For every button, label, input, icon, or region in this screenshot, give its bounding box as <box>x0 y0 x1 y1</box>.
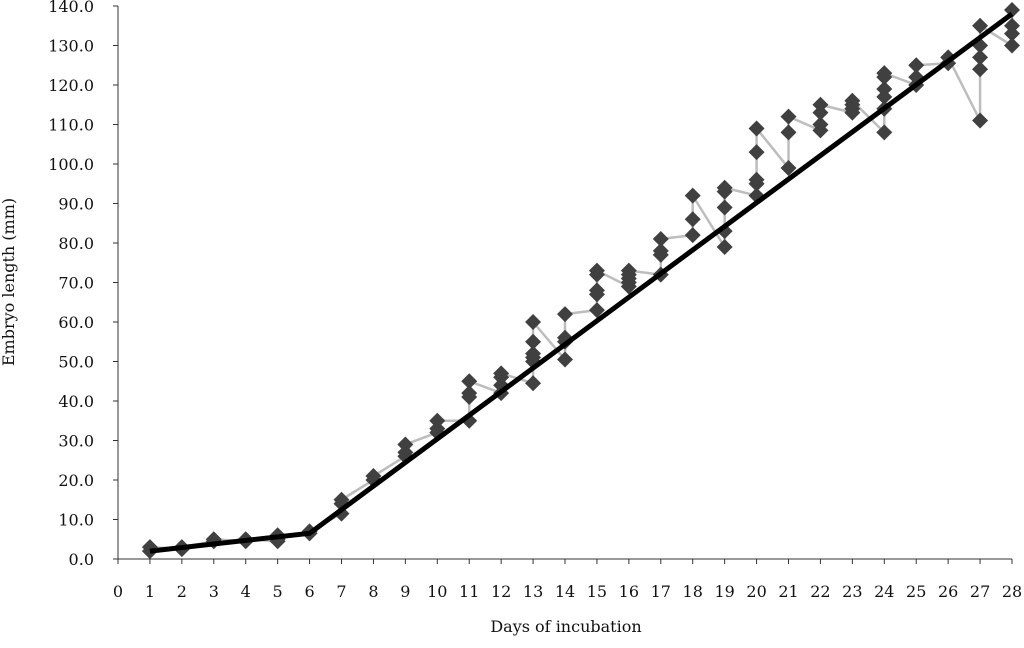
x-tick-label: 16 <box>619 582 639 601</box>
y-tick-label: 30.0 <box>58 432 94 451</box>
marker <box>844 92 861 109</box>
x-tick-label: 17 <box>651 582 671 601</box>
x-tick-label: 26 <box>938 582 958 601</box>
marker <box>876 65 893 82</box>
marker <box>588 302 605 319</box>
x-tick-label: 11 <box>459 582 479 601</box>
x-tick-label: 1 <box>145 582 155 601</box>
marker <box>780 108 797 125</box>
marker <box>780 159 797 176</box>
marker <box>620 262 637 279</box>
y-tick-label: 10.0 <box>58 511 94 530</box>
marker <box>716 238 733 255</box>
y-tick-label: 50.0 <box>58 353 94 372</box>
x-tick-label: 9 <box>400 582 410 601</box>
marker <box>684 187 701 204</box>
marker <box>716 199 733 216</box>
marker <box>525 375 542 392</box>
marker <box>652 242 669 259</box>
y-tick-label: 70.0 <box>58 274 94 293</box>
marker <box>397 436 414 453</box>
x-tick-label: 22 <box>810 582 830 601</box>
x-tick-label: 20 <box>746 582 766 601</box>
marker <box>461 385 478 402</box>
marker <box>684 211 701 228</box>
y-tick-label: 80.0 <box>58 234 94 253</box>
x-tick-label: 19 <box>714 582 734 601</box>
marker <box>812 116 829 133</box>
x-tick-label: 5 <box>273 582 283 601</box>
x-tick-label: 4 <box>241 582 251 601</box>
y-tick-label: 140.0 <box>48 0 94 16</box>
marker <box>588 282 605 299</box>
marker <box>652 231 669 248</box>
y-tick-label: 130.0 <box>48 37 94 56</box>
y-tick-label: 0.0 <box>69 550 94 569</box>
marker <box>972 17 989 34</box>
x-tick-label: 21 <box>778 582 798 601</box>
marker <box>876 80 893 97</box>
marker <box>493 365 510 382</box>
x-tick-label: 27 <box>970 582 990 601</box>
marker <box>748 171 765 188</box>
marker <box>716 179 733 196</box>
y-tick-label: 120.0 <box>48 76 94 95</box>
marker <box>461 373 478 390</box>
x-tick-label: 7 <box>336 582 346 601</box>
marker <box>1004 37 1020 54</box>
marker <box>1004 17 1020 34</box>
marker <box>525 314 542 330</box>
trend-line <box>149 11 1014 554</box>
marker <box>908 57 925 74</box>
y-tick-label: 110.0 <box>48 116 94 135</box>
x-tick-label: 8 <box>368 582 378 601</box>
x-tick-label: 23 <box>842 582 862 601</box>
x-tick-label: 2 <box>177 582 187 601</box>
marker <box>525 333 542 350</box>
x-tick-label: 24 <box>874 582 894 601</box>
x-tick-label: 14 <box>555 582 575 601</box>
x-tick-label: 0 <box>113 582 123 601</box>
marker <box>972 112 989 129</box>
marker <box>812 96 829 113</box>
x-tick-label: 15 <box>587 582 607 601</box>
marker <box>972 61 989 78</box>
y-axis-title: Embryo length (mm) <box>0 198 18 366</box>
x-tick-label: 3 <box>209 582 219 601</box>
marker <box>780 124 797 141</box>
marker <box>557 351 573 368</box>
x-tick-label: 12 <box>491 582 511 601</box>
x-axis-title: Days of incubation <box>490 617 641 636</box>
marker <box>429 412 446 429</box>
y-tick-label: 100.0 <box>48 155 94 174</box>
x-tick-label: 25 <box>906 582 926 601</box>
y-tick-label: 40.0 <box>58 392 94 411</box>
marker <box>876 124 893 141</box>
y-tick-label: 60.0 <box>58 313 94 332</box>
y-tick-label: 90.0 <box>58 195 94 214</box>
marker <box>684 227 701 244</box>
marker <box>748 120 765 137</box>
y-tick-label: 20.0 <box>58 471 94 490</box>
x-tick-label: 10 <box>427 582 447 601</box>
marker <box>588 262 605 279</box>
marker <box>748 144 765 161</box>
marker <box>525 345 542 362</box>
marker <box>557 306 573 323</box>
marker <box>972 49 989 66</box>
x-tick-label: 18 <box>683 582 703 601</box>
x-tick-label: 13 <box>523 582 543 601</box>
x-tick-label: 6 <box>304 582 314 601</box>
x-tick-label: 28 <box>1002 582 1022 601</box>
